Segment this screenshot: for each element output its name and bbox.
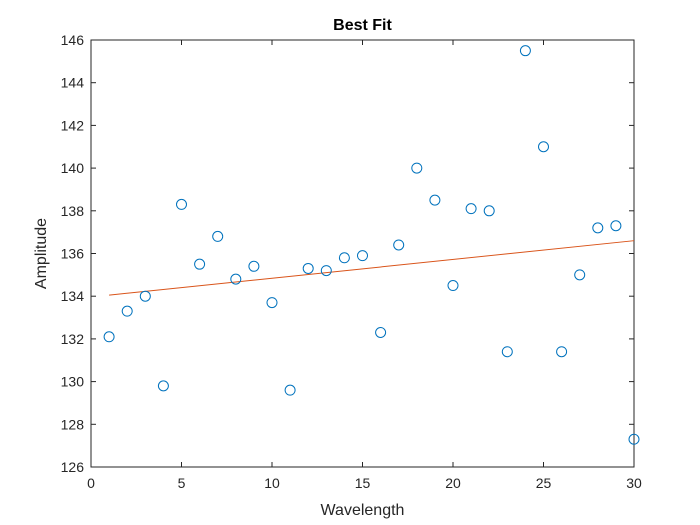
y-tick-label: 146	[61, 32, 85, 48]
data-point	[248, 260, 260, 272]
data-point	[411, 162, 423, 174]
scatter-points	[103, 45, 640, 445]
data-point	[338, 252, 350, 264]
data-point	[519, 45, 531, 57]
data-point	[375, 326, 387, 338]
data-point	[447, 280, 459, 292]
data-point	[176, 198, 187, 210]
data-point	[393, 239, 405, 251]
y-tick-label: 130	[61, 374, 85, 390]
chart-title: Best Fit	[333, 17, 392, 34]
y-tick-label: 140	[61, 160, 85, 176]
y-tick-label: 128	[61, 416, 85, 432]
x-tick-label: 10	[264, 475, 280, 491]
y-tick-label: 132	[61, 331, 85, 347]
x-tick-label: 20	[445, 475, 461, 491]
y-tick-label: 126	[61, 459, 85, 475]
data-point	[483, 205, 495, 217]
data-point	[139, 290, 151, 302]
data-point	[628, 433, 640, 445]
fit-line-layer	[109, 240, 635, 296]
data-point	[157, 380, 169, 392]
x-tick-label: 30	[626, 475, 642, 491]
best-fit-line	[109, 240, 635, 296]
data-point	[320, 265, 332, 277]
data-point	[357, 250, 368, 262]
data-point	[592, 222, 604, 234]
data-point	[610, 220, 622, 232]
x-tick-label: 15	[355, 475, 371, 491]
data-point	[212, 230, 224, 242]
x-tick-label: 0	[87, 475, 95, 491]
y-tick-label: 134	[61, 288, 85, 304]
x-tick-label: 25	[536, 475, 552, 491]
data-point	[429, 194, 441, 206]
axis-tick-labels: 0 5 10 15 20 25 30 126 128 130 132 134 136 138 140 142 1…	[61, 32, 642, 491]
data-point	[266, 297, 278, 309]
data-point	[302, 262, 314, 274]
y-tick-label: 142	[61, 117, 85, 133]
data-point	[230, 273, 242, 285]
plot-area	[90, 39, 635, 468]
x-axis-label: Wavelength	[321, 502, 405, 519]
data-point	[194, 258, 206, 270]
data-point	[103, 331, 115, 343]
y-tick-label: 136	[61, 246, 85, 262]
data-point	[556, 346, 568, 358]
data-point	[574, 269, 586, 281]
data-point	[538, 141, 549, 153]
y-axis-label: Amplitude	[33, 218, 50, 289]
y-tick-label: 138	[61, 203, 85, 219]
axis-ticks	[90, 39, 635, 468]
data-point	[121, 305, 133, 317]
y-tick-label: 144	[61, 75, 85, 91]
data-point	[284, 384, 296, 396]
data-point	[465, 203, 477, 215]
x-tick-label: 5	[178, 475, 186, 491]
data-point	[501, 346, 513, 358]
